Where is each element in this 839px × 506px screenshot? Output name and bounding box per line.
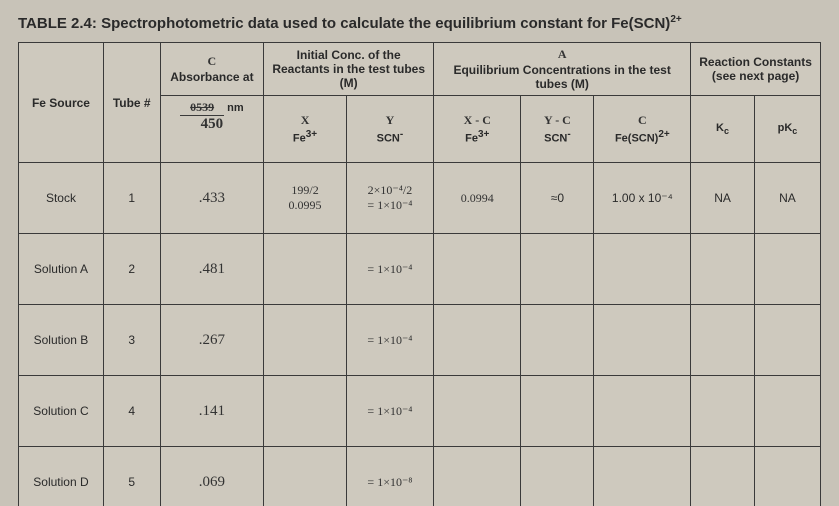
hw-nm-value: 450 [201,116,224,132]
cell-scn-eq [521,376,594,447]
cell-scn-eq [521,234,594,305]
cell-source: Solution D [19,447,104,506]
cell-fe-eq [434,447,521,506]
table-row: Stock1.433199/2 0.09952×10⁻⁴/2 = 1×10⁻⁴0… [19,163,821,234]
cell-fe-eq [434,376,521,447]
hdr-fe-source: Fe Source [19,43,104,163]
cell-y: 2×10⁻⁴/2 = 1×10⁻⁴ [346,163,433,234]
cell-x [264,447,347,506]
cell-pkc [754,305,820,376]
cell-scn-eq [521,447,594,506]
table-row: Solution C4.141 = 1×10⁻⁴ [19,376,821,447]
table-row: Solution D5.069 = 1×10⁻⁸ [19,447,821,506]
table-row: Solution B3.267 = 1×10⁻⁴ [19,305,821,376]
cell-tube: 5 [103,447,160,506]
cell-tube: 3 [103,305,160,376]
table-row: Solution A2.481 = 1×10⁻⁴ [19,234,821,305]
cell-y: = 1×10⁻⁴ [346,376,433,447]
cell-abs: .433 [160,163,264,234]
hw-nm-struck: 0539 [190,100,214,114]
cell-abs: .481 [160,234,264,305]
hdr-scn-eq: Y - C SCN- [521,96,594,163]
hdr-kc: Kc [691,96,755,163]
cell-fescn-eq [594,447,691,506]
cell-tube: 2 [103,234,160,305]
cell-pkc [754,376,820,447]
cell-abs: .069 [160,447,264,506]
cell-fe-eq: 0.0994 [434,163,521,234]
hdr-initial-group: Initial Conc. of the Reactants in the te… [264,43,434,96]
cell-fescn-eq [594,376,691,447]
cell-fe-eq [434,234,521,305]
cell-source: Stock [19,163,104,234]
hdr-pkc: pKc [754,96,820,163]
cell-x [264,234,347,305]
hdr-absorbance: C Absorbance at [160,43,264,96]
cell-y: = 1×10⁻⁸ [346,447,433,506]
cell-fe-eq [434,305,521,376]
cell-source: Solution C [19,376,104,447]
data-table: Fe Source Tube # C Absorbance at Initial… [18,42,821,506]
hdr-nm-cell: 0539 nm 450 [160,96,264,163]
hw-a-label: A [558,47,567,62]
cell-fescn-eq: 1.00 x 10⁻⁴ [594,163,691,234]
cell-scn-eq: ≈0 [521,163,594,234]
hw-c-label: C [208,54,217,69]
cell-x [264,376,347,447]
hdr-rxn-group: Reaction Constants (see next page) [691,43,821,96]
cell-kc [691,234,755,305]
cell-source: Solution B [19,305,104,376]
hdr-x: X Fe3+ [264,96,347,163]
cell-y: = 1×10⁻⁴ [346,305,433,376]
cell-pkc [754,234,820,305]
hdr-fe-eq: X - C Fe3+ [434,96,521,163]
nm-unit: nm [227,102,244,114]
hdr-fescn-eq: C Fe(SCN)2+ [594,96,691,163]
cell-fescn-eq [594,305,691,376]
hdr-equil-group: A Equilibrium Concentrations in the test… [434,43,691,96]
hdr-tube: Tube # [103,43,160,163]
cell-abs: .267 [160,305,264,376]
cell-x [264,305,347,376]
hdr-y: Y SCN- [346,96,433,163]
cell-kc [691,447,755,506]
cell-tube: 4 [103,376,160,447]
cell-abs: .141 [160,376,264,447]
cell-scn-eq [521,305,594,376]
cell-source: Solution A [19,234,104,305]
hw-c-col: C [638,113,647,128]
cell-fescn-eq [594,234,691,305]
cell-pkc [754,447,820,506]
cell-y: = 1×10⁻⁴ [346,234,433,305]
cell-x: 199/2 0.0995 [264,163,347,234]
cell-kc [691,376,755,447]
hw-xc: X - C [464,113,491,128]
cell-pkc: NA [754,163,820,234]
table-title: TABLE 2.4: Spectrophotometric data used … [18,14,821,32]
hw-yc: Y - C [544,113,571,128]
cell-kc: NA [691,163,755,234]
cell-kc [691,305,755,376]
cell-tube: 1 [103,163,160,234]
